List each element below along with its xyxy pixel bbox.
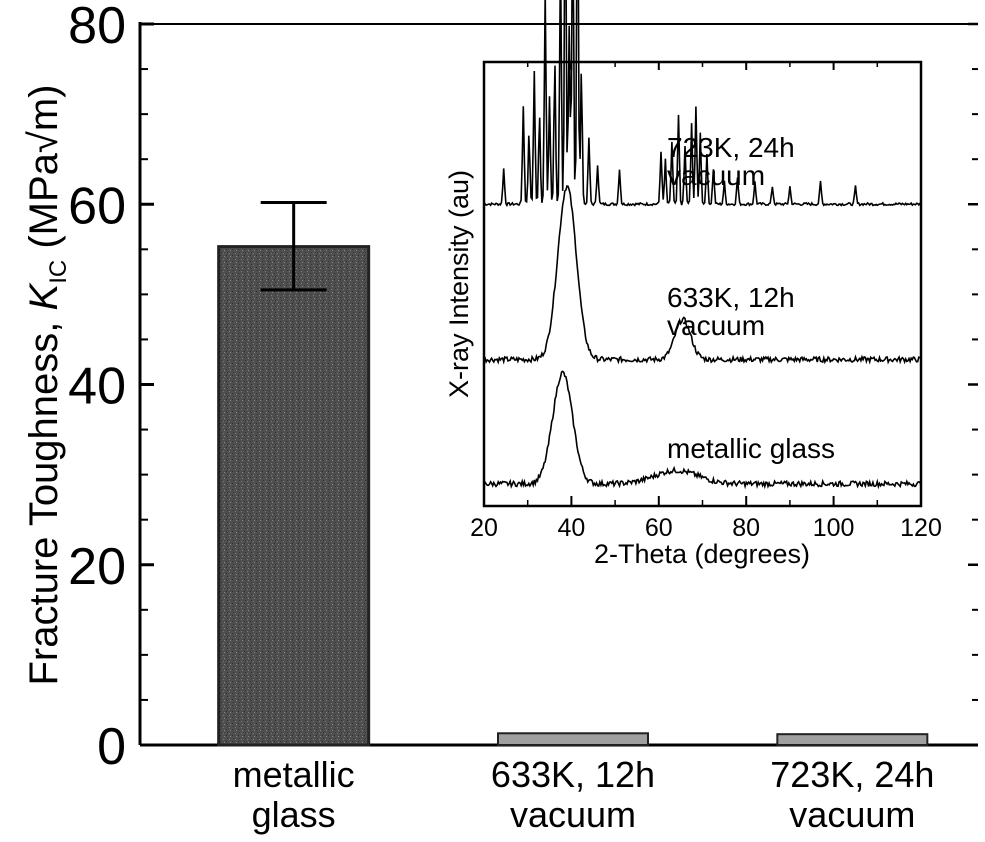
- xrd-trace-0: [483, 0, 922, 208]
- inset-x-tick-label: 60: [645, 514, 673, 542]
- inset-x-tick-label: 20: [470, 514, 498, 542]
- category-label-2-0: 723K, 24h: [770, 754, 934, 795]
- inset-x-tick-label: 80: [732, 514, 760, 542]
- inset-background: [484, 62, 921, 506]
- trace-label-0-1: vacuum: [667, 160, 765, 191]
- main-y-tick-label: 60: [68, 177, 126, 235]
- inset-x-axis-ticks: 20 40 60 80 100 120: [470, 62, 942, 542]
- category-label-1-0: 633K, 12h: [491, 754, 655, 795]
- main-bars: [217, 245, 929, 747]
- category-label-0-1: glass: [252, 794, 336, 835]
- main-y-tick-label: 80: [68, 0, 126, 55]
- inset-y-axis-label: X-ray Intensity (au): [444, 170, 474, 398]
- main-y-tick-label: 0: [97, 718, 126, 776]
- category-label-2-1: vacuum: [789, 794, 915, 835]
- main-y-axis-label: Fracture Toughness, KIC (MPa√m): [22, 85, 72, 686]
- category-label-1-1: vacuum: [510, 794, 636, 835]
- error-bar: [260, 200, 327, 292]
- trace-label-0-0: 723K, 24h: [667, 132, 795, 163]
- xrd-trace-2: [483, 370, 922, 490]
- main-y-axis-ticks: 0 20 40 60 80: [68, 0, 978, 776]
- main-y-tick-label: 20: [68, 538, 126, 596]
- bar-0: [217, 245, 371, 747]
- xrd-trace-1: [483, 184, 922, 365]
- trace-label-1-1: vacuum: [667, 310, 765, 341]
- inset-x-tick-label: 100: [813, 514, 855, 542]
- inset-traces: [483, 0, 922, 490]
- inset-x-axis-label: 2-Theta (degrees): [594, 539, 810, 569]
- bar-2: [776, 733, 929, 746]
- inset-x-tick-label: 40: [557, 514, 585, 542]
- trace-label-2-0: metallic glass: [667, 433, 835, 464]
- main-y-tick-label: 40: [68, 358, 126, 416]
- category-label-0-0: metallic: [233, 754, 355, 795]
- inset-x-tick-label: 120: [900, 514, 942, 542]
- bar-1: [497, 732, 649, 747]
- trace-label-1-0: 633K, 12h: [667, 282, 795, 313]
